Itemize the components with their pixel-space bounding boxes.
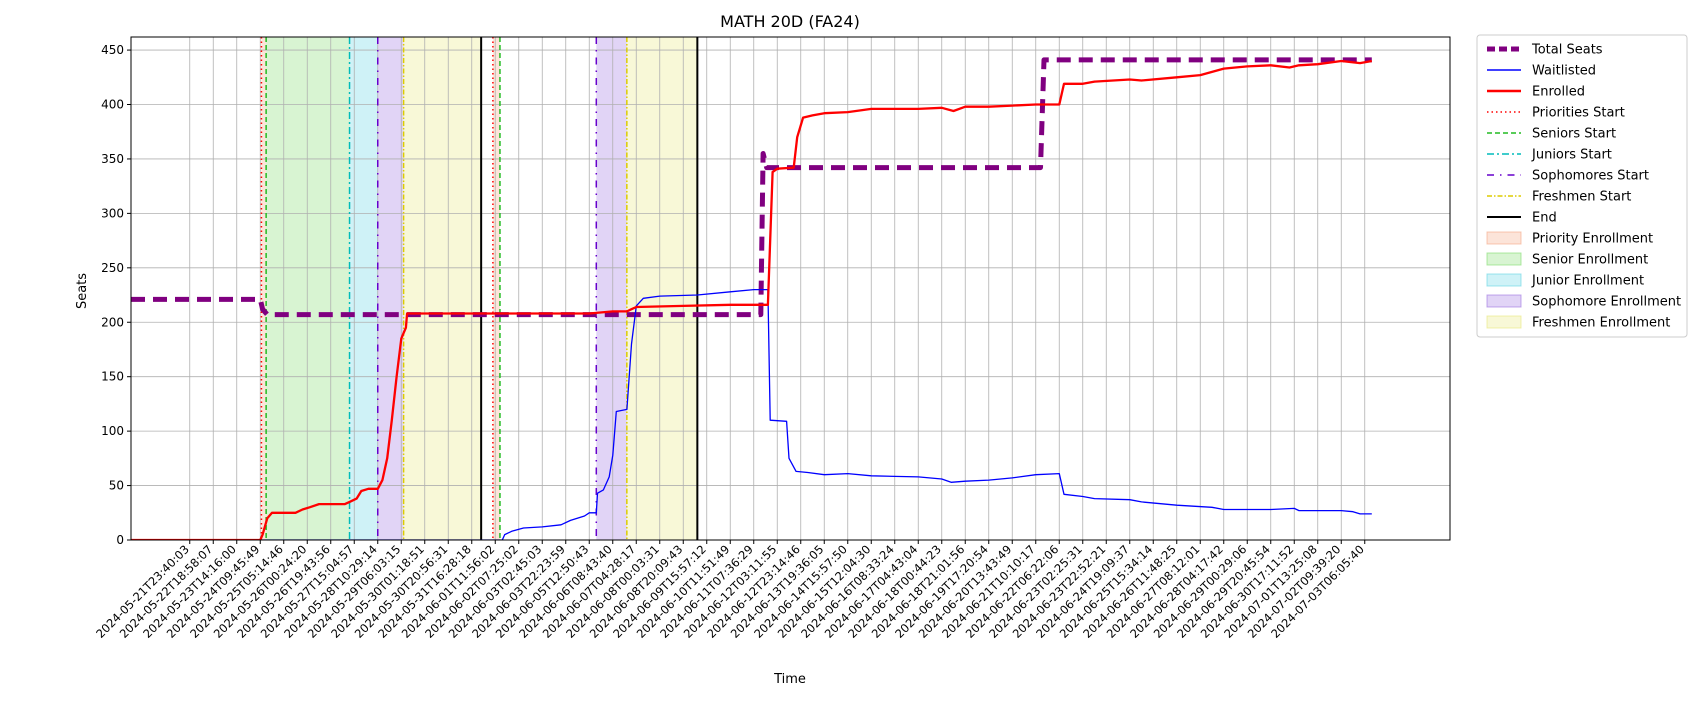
series-line-enrolled — [131, 59, 1373, 540]
legend-swatch-patch — [1486, 273, 1522, 287]
y-tick-label: 200 — [101, 315, 124, 329]
legend-label: Sophomores Start — [1532, 169, 1649, 184]
legend-swatch-patch — [1486, 294, 1522, 308]
y-tick-label: 400 — [101, 98, 124, 112]
enrollment-period-band — [349, 37, 378, 540]
enrollment-period-band — [403, 37, 482, 540]
legend-label: Seniors Start — [1532, 127, 1616, 142]
chart-title: MATH 20D (FA24) — [720, 12, 860, 31]
enrollment-period-band — [266, 37, 350, 540]
legend-swatch-patch — [1486, 231, 1522, 245]
legend: Total Seats Waitlisted Enrolled Priorities … — [1476, 34, 1688, 338]
legend-box — [1476, 34, 1688, 338]
enrollment-period-band — [261, 37, 267, 540]
enrollment-period-band — [596, 37, 627, 540]
series-line-waitlisted — [131, 288, 1372, 540]
legend-label: Freshmen Start — [1532, 190, 1631, 205]
legend-label: Senior Enrollment — [1532, 253, 1648, 268]
legend-label: Enrolled — [1532, 85, 1585, 100]
plot-frame — [130, 36, 1451, 541]
legend-label: Waitlisted — [1532, 64, 1596, 79]
legend-swatch-patch — [1486, 315, 1522, 329]
series-line-total-seats — [131, 57, 1372, 318]
y-tick-label: 50 — [109, 479, 124, 493]
y-tick-label: 100 — [101, 424, 124, 438]
plot-area: 0501001502002503003504004502024-05-21T23… — [93, 36, 1451, 641]
enrollment-period-band — [377, 37, 404, 540]
y-tick-label: 250 — [101, 261, 124, 275]
enrollment-period-band — [626, 37, 698, 540]
y-tick-label: 300 — [101, 206, 124, 220]
y-tick-label: 150 — [101, 370, 124, 384]
y-tick-label: 350 — [101, 152, 124, 166]
legend-label: Junior Enrollment — [1531, 274, 1644, 289]
legend-label: End — [1532, 211, 1557, 226]
y-tick-label: 0 — [116, 533, 124, 547]
legend-label: Juniors Start — [1531, 148, 1612, 163]
y-axis-label: Seats — [75, 273, 90, 309]
legend-label: Sophomore Enrollment — [1532, 295, 1681, 310]
legend-swatch-patch — [1486, 252, 1522, 266]
legend-label: Priority Enrollment — [1532, 232, 1653, 247]
legend-label: Total Seats — [1531, 43, 1603, 58]
y-tick-label: 450 — [101, 43, 124, 57]
x-axis-label: Time — [773, 672, 806, 687]
legend-label: Priorities Start — [1532, 106, 1625, 121]
legend-label: Freshmen Enrollment — [1532, 316, 1670, 331]
enrollment-period-band — [492, 37, 500, 540]
